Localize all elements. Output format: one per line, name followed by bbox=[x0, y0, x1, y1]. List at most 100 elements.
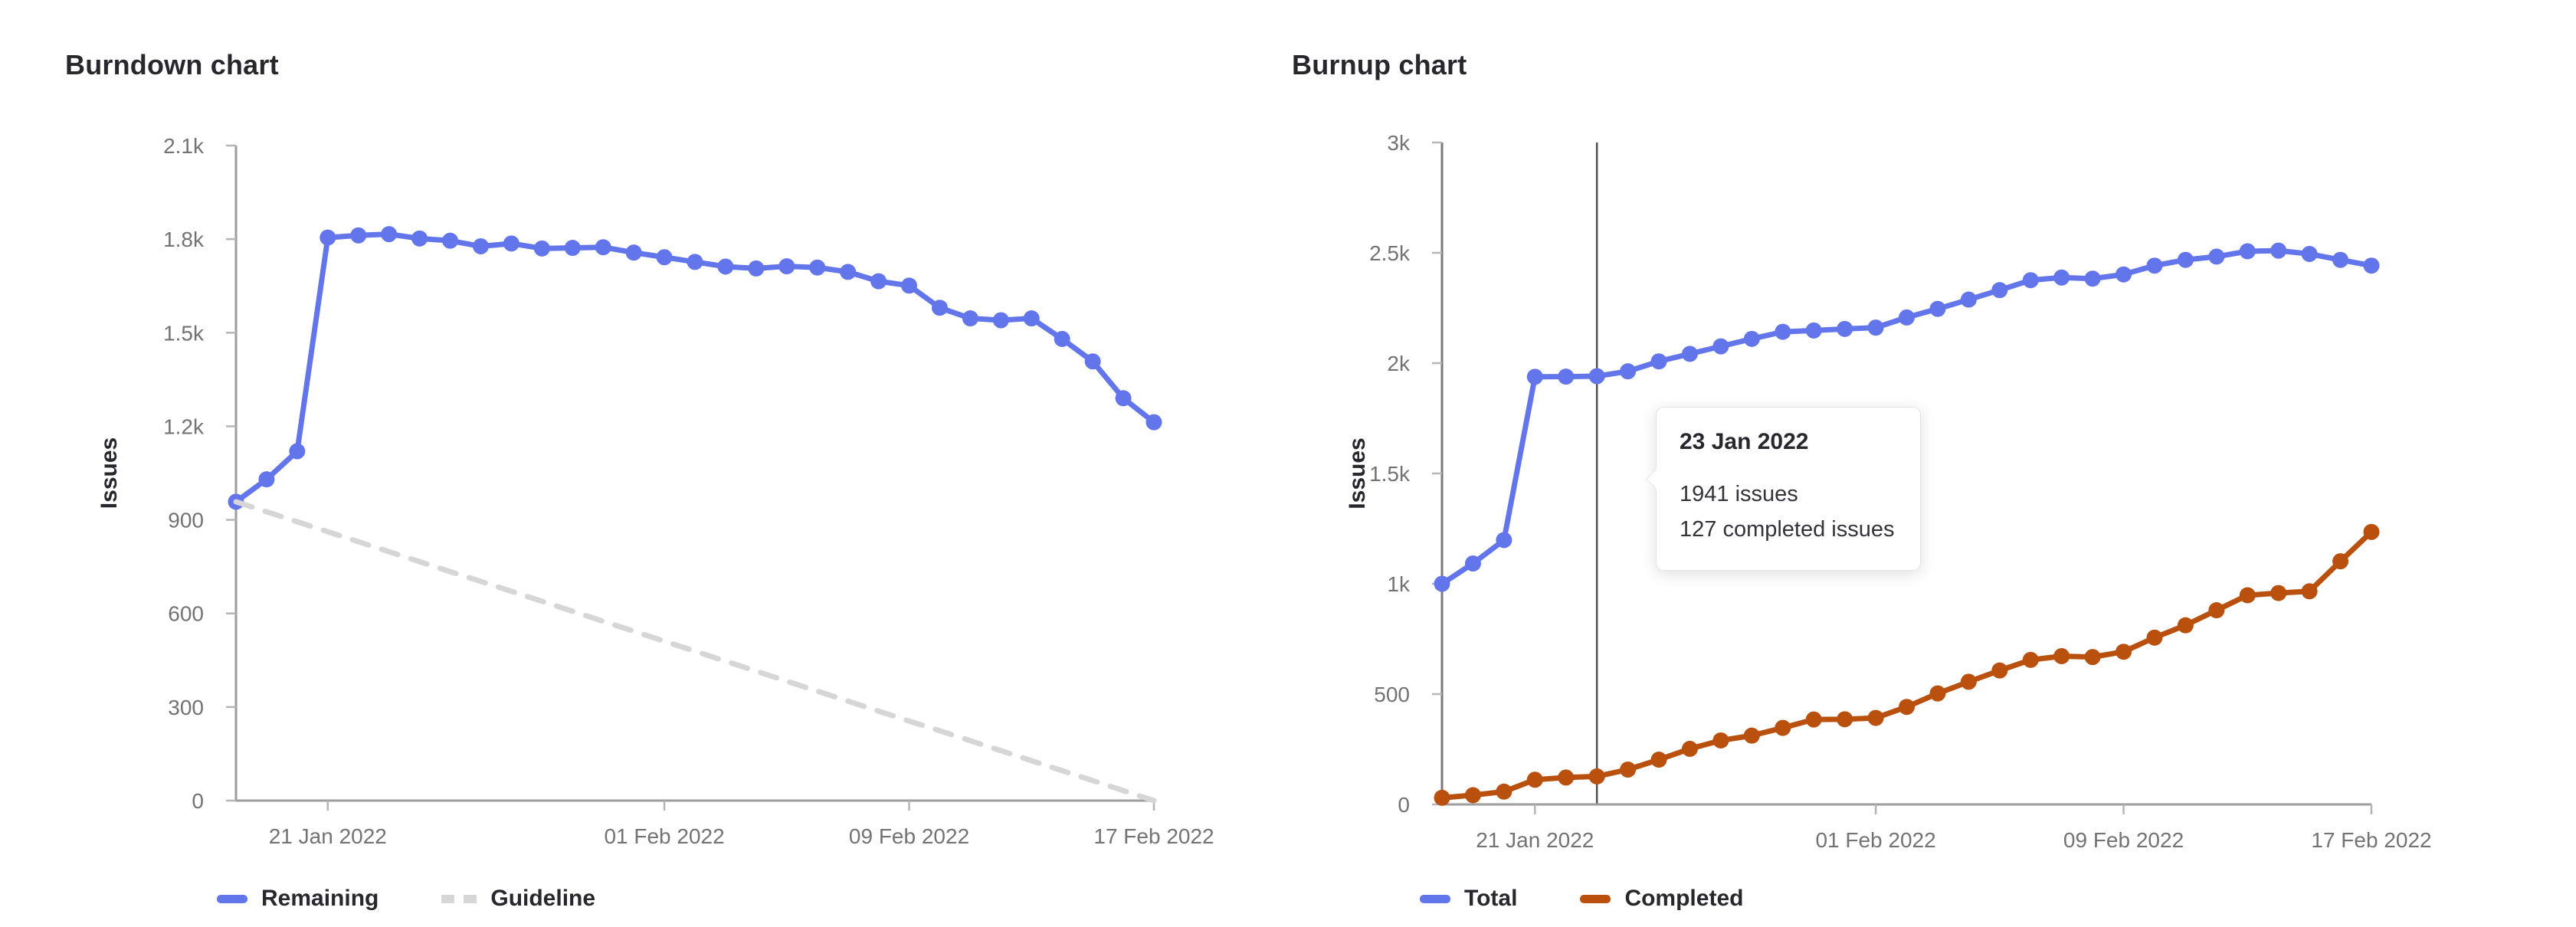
data-point-remaining[interactable] bbox=[564, 240, 581, 257]
data-point-completed[interactable] bbox=[1526, 771, 1543, 788]
data-point-completed[interactable] bbox=[2301, 583, 2318, 600]
data-point-total[interactable] bbox=[2239, 243, 2256, 260]
data-point-total[interactable] bbox=[2177, 251, 2194, 268]
data-point-remaining[interactable] bbox=[717, 258, 734, 275]
data-point-total[interactable] bbox=[1464, 555, 1481, 572]
data-point-total[interactable] bbox=[1650, 353, 1667, 370]
data-point-remaining[interactable] bbox=[503, 235, 519, 252]
data-point-completed[interactable] bbox=[1588, 768, 1605, 785]
data-point-total[interactable] bbox=[1588, 368, 1605, 385]
data-point-completed[interactable] bbox=[1434, 789, 1450, 806]
data-point-remaining[interactable] bbox=[1115, 390, 1132, 407]
data-point-completed[interactable] bbox=[1650, 752, 1667, 768]
data-point-remaining[interactable] bbox=[320, 229, 336, 246]
y-tick-label: 300 bbox=[168, 696, 204, 719]
data-point-completed[interactable] bbox=[2239, 587, 2256, 604]
data-point-remaining[interactable] bbox=[931, 300, 948, 316]
burnup-chart-plot[interactable]: 0 500 1k 1.5k 2k 2.5k 3k 21 Jan 2022 01 Feb 2022… bbox=[1288, 0, 2576, 927]
data-point-remaining[interactable] bbox=[748, 260, 765, 277]
data-point-completed[interactable] bbox=[2332, 553, 2349, 570]
legend-item-total[interactable]: Total bbox=[1420, 886, 1517, 912]
data-point-completed[interactable] bbox=[1899, 699, 1915, 716]
data-point-completed[interactable] bbox=[1991, 662, 2008, 679]
data-point-completed[interactable] bbox=[1775, 719, 1791, 736]
data-point-completed[interactable] bbox=[1464, 787, 1481, 804]
data-point-total[interactable] bbox=[1526, 369, 1543, 385]
data-point-completed[interactable] bbox=[2208, 602, 2225, 619]
legend-item-completed[interactable]: Completed bbox=[1580, 886, 1743, 912]
data-point-total[interactable] bbox=[2208, 248, 2225, 265]
data-point-total[interactable] bbox=[1899, 309, 1915, 326]
burndown-chart-plot[interactable]: 0 300 600 900 1.2k 1.5k 1.8k 2.1k 21 Jan 2022 01 … bbox=[0, 0, 1288, 927]
data-point-remaining[interactable] bbox=[258, 471, 275, 488]
data-point-completed[interactable] bbox=[2146, 629, 2163, 646]
data-point-remaining[interactable] bbox=[625, 244, 642, 261]
data-point-completed[interactable] bbox=[1496, 783, 1512, 800]
data-point-total[interactable] bbox=[2084, 270, 2101, 287]
data-point-total[interactable] bbox=[1712, 338, 1729, 355]
data-point-remaining[interactable] bbox=[656, 249, 673, 266]
data-point-total[interactable] bbox=[2022, 272, 2039, 289]
data-point-total[interactable] bbox=[1558, 369, 1575, 385]
data-point-completed[interactable] bbox=[2022, 651, 2039, 668]
data-point-remaining[interactable] bbox=[901, 277, 918, 294]
data-point-remaining[interactable] bbox=[533, 240, 550, 257]
data-point-total[interactable] bbox=[2116, 266, 2132, 283]
data-point-completed[interactable] bbox=[1867, 709, 1884, 726]
data-point-completed[interactable] bbox=[1712, 732, 1729, 748]
data-point-completed[interactable] bbox=[1743, 727, 1760, 744]
data-point-remaining[interactable] bbox=[1145, 414, 1162, 431]
data-point-total[interactable] bbox=[2332, 251, 2349, 268]
data-point-remaining[interactable] bbox=[809, 259, 826, 276]
data-point-completed[interactable] bbox=[2116, 644, 2132, 660]
data-point-remaining[interactable] bbox=[595, 239, 611, 256]
data-point-total[interactable] bbox=[1434, 575, 1450, 592]
data-point-remaining[interactable] bbox=[962, 310, 978, 327]
data-point-remaining[interactable] bbox=[381, 226, 398, 243]
data-point-total[interactable] bbox=[1867, 319, 1884, 336]
data-point-completed[interactable] bbox=[2270, 585, 2287, 601]
data-point-remaining[interactable] bbox=[778, 258, 795, 275]
data-point-remaining[interactable] bbox=[350, 227, 367, 244]
data-point-remaining[interactable] bbox=[472, 238, 489, 255]
data-point-completed[interactable] bbox=[1929, 685, 1946, 702]
data-point-completed[interactable] bbox=[2084, 649, 2101, 666]
data-point-total[interactable] bbox=[1681, 346, 1698, 362]
data-point-total[interactable] bbox=[2270, 242, 2287, 259]
data-point-remaining[interactable] bbox=[1084, 353, 1101, 370]
data-point-total[interactable] bbox=[2146, 257, 2163, 274]
data-point-remaining[interactable] bbox=[442, 232, 459, 249]
data-point-total[interactable] bbox=[1496, 532, 1512, 549]
data-point-total[interactable] bbox=[1929, 300, 1946, 317]
data-point-total[interactable] bbox=[1805, 322, 1822, 339]
data-point-remaining[interactable] bbox=[411, 230, 428, 247]
data-point-completed[interactable] bbox=[2363, 523, 2380, 540]
data-point-remaining[interactable] bbox=[870, 273, 887, 290]
data-point-completed[interactable] bbox=[1960, 673, 1977, 690]
legend-item-remaining[interactable]: Remaining bbox=[217, 886, 379, 912]
data-point-remaining[interactable] bbox=[1054, 330, 1070, 347]
data-point-total[interactable] bbox=[1743, 330, 1760, 347]
data-point-remaining[interactable] bbox=[992, 312, 1009, 329]
data-point-remaining[interactable] bbox=[687, 254, 703, 270]
data-point-total[interactable] bbox=[1775, 323, 1791, 340]
data-point-total[interactable] bbox=[2363, 257, 2380, 274]
data-point-total[interactable] bbox=[2053, 269, 2070, 286]
data-point-total[interactable] bbox=[1837, 320, 1853, 337]
data-point-total[interactable] bbox=[2301, 245, 2318, 262]
data-point-completed[interactable] bbox=[2053, 647, 2070, 664]
legend-item-guideline[interactable]: Guideline bbox=[441, 886, 595, 912]
data-point-remaining[interactable] bbox=[840, 264, 857, 280]
data-point-completed[interactable] bbox=[1558, 769, 1575, 786]
data-point-completed[interactable] bbox=[1805, 711, 1822, 728]
data-point-total[interactable] bbox=[1960, 291, 1977, 308]
completed-swatch-icon bbox=[1580, 894, 1611, 903]
data-point-completed[interactable] bbox=[1681, 740, 1698, 757]
data-point-total[interactable] bbox=[1991, 282, 2008, 299]
data-point-completed[interactable] bbox=[2177, 617, 2194, 634]
data-point-completed[interactable] bbox=[1837, 711, 1853, 728]
data-point-completed[interactable] bbox=[1620, 761, 1637, 778]
data-point-total[interactable] bbox=[1620, 363, 1637, 380]
data-point-remaining[interactable] bbox=[289, 443, 306, 460]
data-point-remaining[interactable] bbox=[1023, 310, 1040, 327]
